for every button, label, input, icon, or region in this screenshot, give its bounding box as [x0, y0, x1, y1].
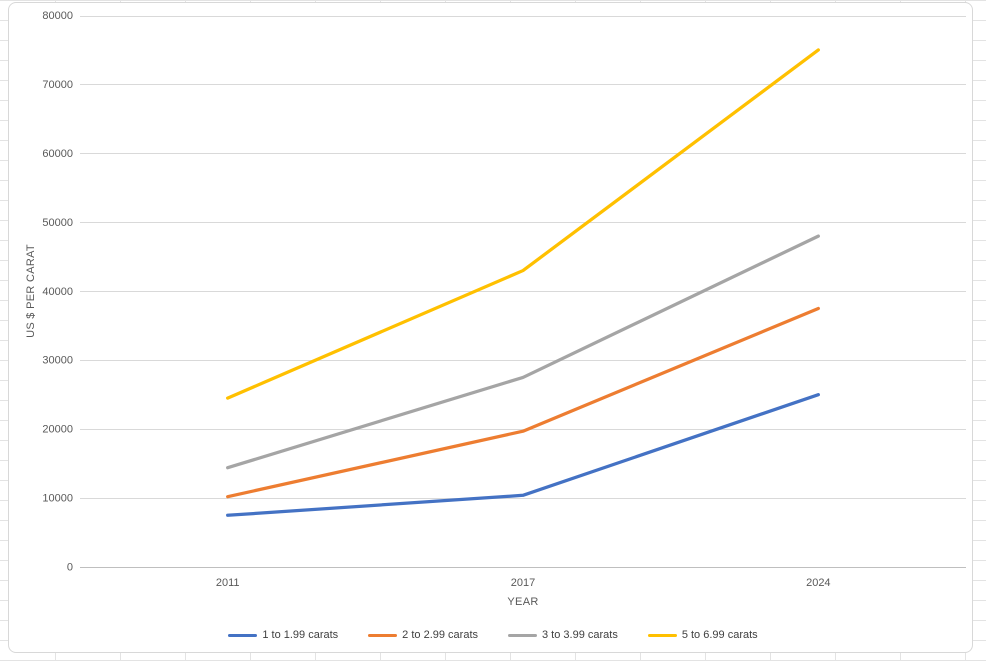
x-tick-label: 2017 [511, 577, 535, 589]
y-tick-label: 40000 [42, 286, 73, 298]
legend-swatch [368, 633, 398, 637]
y-tick-label: 10000 [42, 493, 73, 505]
legend-item: 3 to 3.99 carats [508, 629, 618, 641]
legend: 1 to 1.99 carats 2 to 2.99 carats 3 to 3.9… [0, 629, 986, 641]
series-line-1 [226, 306, 820, 499]
y-tick-label: 70000 [42, 79, 73, 91]
legend-item: 5 to 6.99 carats [647, 629, 758, 641]
y-axis-title: US $ PER CARAT [25, 244, 37, 338]
y-tick-label: 30000 [42, 355, 73, 367]
legend-item: 2 to 2.99 carats [368, 629, 478, 641]
x-axis-title: YEAR [507, 596, 539, 608]
x-tick-label: 2024 [806, 577, 830, 589]
legend-swatch [228, 633, 258, 637]
chart-frame[interactable] [8, 2, 973, 653]
y-tick-label: 0 [67, 562, 73, 574]
legend-item: 1 to 1.99 carats [228, 629, 338, 641]
x-tick-label: 2011 [216, 577, 240, 589]
legend-swatch [508, 633, 537, 637]
y-tick-label: 80000 [42, 10, 73, 22]
legend-label: 1 to 1.99 carats [262, 629, 339, 641]
series-line-3 [226, 48, 820, 400]
y-tick-label: 60000 [42, 148, 73, 160]
legend-label: 2 to 2.99 carats [402, 629, 478, 641]
legend-swatch [647, 633, 677, 637]
legend-label: 5 to 6.99 carats [681, 629, 758, 641]
series-line-0 [226, 393, 820, 517]
series-line-2 [226, 234, 820, 470]
y-tick-label: 50000 [42, 217, 73, 229]
y-tick-label: 20000 [42, 424, 73, 436]
legend-label: 3 to 3.99 carats [542, 629, 618, 641]
